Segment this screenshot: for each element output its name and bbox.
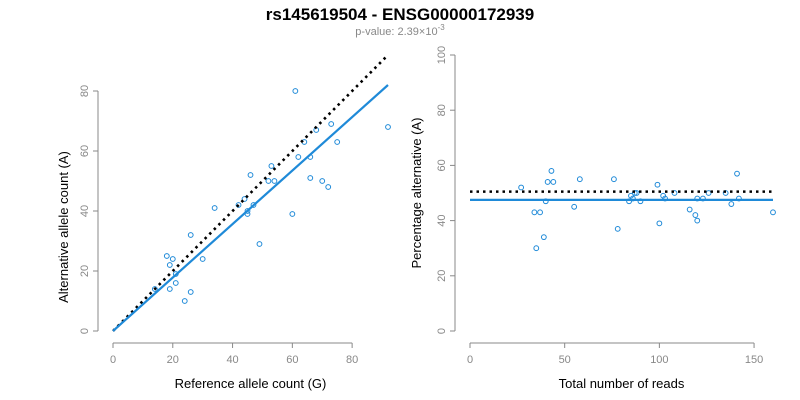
data-point — [241, 196, 248, 202]
y-tick-label: 80 — [436, 104, 448, 116]
data-point — [611, 176, 617, 183]
data-point — [692, 212, 699, 218]
x-tick-label: 50 — [559, 354, 571, 366]
x-tick-label: 0 — [110, 354, 116, 366]
data-point — [295, 154, 302, 160]
right-panel: 0 50 100 150 0 20 40 60 80 100 Total number of rea… — [409, 46, 776, 391]
data-point — [166, 262, 173, 268]
x-tick-label: 100 — [650, 354, 668, 366]
reference-line — [112, 54, 389, 332]
data-point — [571, 203, 578, 210]
data-point — [325, 184, 332, 190]
data-point — [385, 124, 391, 130]
subtitle-prefix: p-value: 2.39×10 — [355, 26, 437, 38]
y-axis-title: Alternative allele count (A) — [56, 151, 71, 303]
data-point — [187, 289, 194, 295]
data-point — [151, 286, 158, 292]
data-point — [235, 202, 242, 208]
data-point — [292, 88, 299, 94]
data-point — [211, 205, 218, 211]
data-point — [265, 178, 272, 184]
y-tick-label: 60 — [79, 145, 91, 157]
data-point — [518, 184, 525, 191]
data-point — [656, 220, 663, 227]
data-point — [268, 163, 275, 169]
y-tick-label: 20 — [79, 265, 91, 277]
data-point — [187, 232, 194, 238]
data-point — [247, 172, 254, 178]
chart-subtitle: p-value: 2.39×10-3 — [355, 23, 445, 38]
y-tick-label: 100 — [436, 46, 448, 64]
y-tick-label: 0 — [79, 328, 91, 334]
data-point — [319, 178, 326, 184]
data-point — [328, 121, 335, 127]
data-point — [540, 234, 547, 241]
x-tick-label: 60 — [286, 354, 298, 366]
data-point — [671, 190, 678, 196]
data-point — [633, 190, 640, 196]
data-point — [686, 206, 693, 213]
data-point — [537, 209, 543, 216]
x-tick-label: 80 — [346, 354, 358, 366]
data-point — [163, 253, 170, 259]
left-panel: 0 20 40 60 80 0 20 40 60 80 Reference allele count… — [56, 54, 391, 391]
data-point — [256, 241, 263, 247]
data-point — [548, 168, 555, 174]
data-point — [199, 256, 206, 262]
data-point — [172, 280, 179, 286]
data-point — [166, 286, 173, 292]
data-point — [334, 139, 341, 145]
data-point — [728, 201, 735, 207]
x-tick-label: 0 — [467, 354, 473, 366]
y-tick-label: 40 — [79, 205, 91, 217]
data-point — [181, 298, 188, 304]
y-tick-label: 40 — [436, 214, 448, 226]
data-point — [770, 209, 776, 216]
chart-title: rs145619504 - ENSG00000172939 — [266, 5, 534, 24]
x-tick-label: 150 — [745, 354, 763, 366]
subtitle-exponent: -3 — [438, 23, 446, 32]
fit-line — [112, 84, 389, 332]
data-point — [614, 225, 621, 232]
y-tick-label: 60 — [436, 159, 448, 171]
data-point — [576, 176, 583, 183]
data-point — [705, 190, 712, 196]
x-tick-label: 20 — [167, 354, 179, 366]
x-tick-label: 40 — [226, 354, 238, 366]
data-point — [544, 179, 551, 185]
y-tick-label: 0 — [436, 328, 448, 334]
data-point — [550, 179, 557, 185]
data-point — [250, 202, 257, 208]
y-tick-label: 80 — [79, 85, 91, 97]
data-point — [654, 181, 661, 188]
data-point — [307, 175, 314, 181]
data-point — [533, 245, 540, 252]
data-point — [271, 178, 278, 184]
y-tick-label: 20 — [436, 270, 448, 282]
data-point — [531, 209, 538, 216]
x-axis-title: Reference allele count (G) — [175, 376, 327, 391]
x-axis-title: Total number of reads — [559, 376, 685, 391]
data-point — [289, 211, 296, 217]
data-point — [169, 256, 176, 262]
data-point — [734, 170, 740, 177]
data-point — [694, 217, 701, 224]
y-axis-title: Percentage alternative (A) — [409, 117, 424, 268]
data-point — [244, 208, 251, 214]
